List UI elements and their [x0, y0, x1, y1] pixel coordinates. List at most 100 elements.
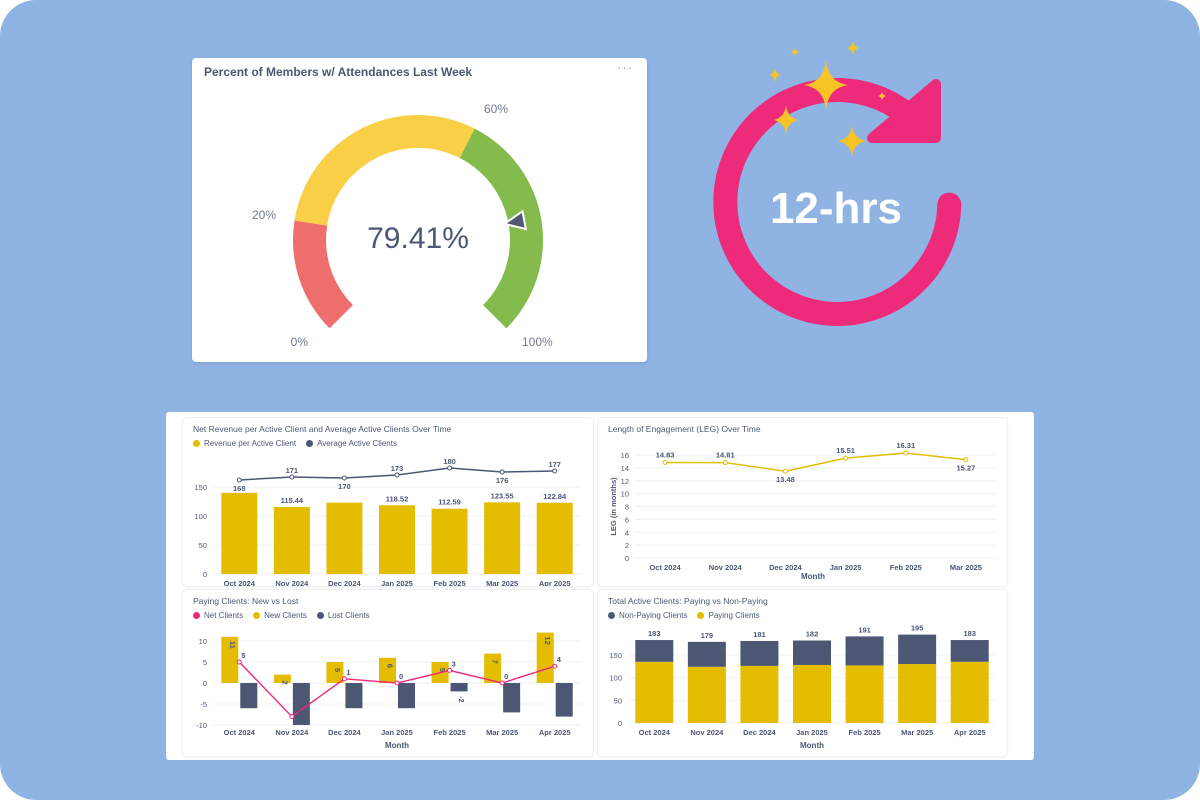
- legend-lost[interactable]: Lost Clients: [316, 611, 370, 620]
- lost-clients-bar: [240, 683, 258, 709]
- gauge-label-60: 60%: [484, 102, 508, 116]
- lost-clients-bar: [450, 683, 468, 692]
- y-tick-label: 10: [621, 490, 629, 499]
- net-clients-label: 0: [504, 672, 508, 681]
- clients-point: [499, 469, 505, 475]
- x-tick-label: Apr 2025: [539, 728, 571, 737]
- revenue-bar-label: 115.44: [281, 496, 304, 505]
- x-tick-label: Oct 2024: [639, 728, 671, 737]
- clients-point: [394, 472, 400, 478]
- x-tick-label: Dec 2024: [769, 563, 802, 572]
- clients-point: [289, 474, 295, 480]
- lost-clients-label: -2: [457, 696, 464, 702]
- lost-clients-bar: [503, 683, 521, 713]
- x-tick-label: Apr 2025: [954, 728, 986, 737]
- legend-new[interactable]: New Clients: [253, 611, 307, 620]
- refresh-icon: 12-hrs: [713, 41, 962, 326]
- y-tick-label: 5: [203, 658, 207, 667]
- paying-bar: [845, 665, 884, 723]
- y-tick-label: 150: [609, 651, 622, 660]
- nonpaying-bar: [950, 640, 989, 662]
- x-tick-label: Dec 2024: [743, 728, 776, 737]
- leg-point: [903, 450, 909, 456]
- x-axis-title: Month: [800, 741, 824, 750]
- gauge-title: Percent of Members w/ Attendances Last W…: [204, 65, 473, 79]
- nonpaying-bar: [740, 640, 779, 666]
- leg-point: [782, 468, 788, 474]
- legend-revenue[interactable]: Revenue per Active Client: [193, 439, 296, 448]
- leg-point: [843, 455, 849, 461]
- new-clients-bar: [273, 674, 291, 683]
- x-tick-label: Nov 2024: [690, 728, 724, 737]
- net-clients-label: 0: [399, 672, 403, 681]
- net-clients-point: [394, 680, 400, 686]
- leg-point-label: 13.48: [776, 475, 795, 484]
- revenue-bar-label: 118.52: [386, 494, 409, 503]
- y-tick-label: 2: [625, 541, 629, 550]
- y-tick-label: 0: [618, 719, 622, 728]
- leg-point: [963, 457, 969, 463]
- paying-legend: Net Clients New Clients Lost Clients: [193, 611, 370, 620]
- x-tick-label: Apr 2025: [539, 579, 571, 586]
- active-panel: Total Active Clients: Paying vs Non-Payi…: [598, 590, 1007, 756]
- x-tick-label: Mar 2025: [486, 579, 518, 586]
- y-axis-title: LEG (in months): [609, 477, 618, 536]
- legend-avg-clients[interactable]: Average Active Clients: [306, 439, 397, 448]
- revenue-bar: [484, 502, 521, 574]
- active-chart: 0 50 100 150 Month 183 Oct 2024 179 Nov 2024 181 D…: [609, 624, 996, 750]
- total-label: 191: [858, 625, 871, 634]
- leg-point: [722, 460, 728, 466]
- new-clients-label: 11: [228, 641, 237, 649]
- legend-paying[interactable]: Paying Clients: [697, 611, 760, 620]
- x-tick-label: Dec 2024: [328, 728, 361, 737]
- x-tick-label: Dec 2024: [328, 579, 361, 586]
- legend-nonpaying[interactable]: Non-Paying Clients: [608, 611, 687, 620]
- gauge-card: Percent of Members w/ Attendances Last W…: [192, 58, 647, 362]
- y-tick-label: 0: [625, 554, 629, 563]
- leg-point-label: 15.27: [957, 464, 976, 473]
- clients-point-label: 168: [233, 484, 246, 493]
- y-tick-label: 6: [625, 515, 629, 524]
- net-clients-point: [236, 659, 242, 665]
- leg-point-label: 14.83: [656, 451, 675, 460]
- revenue-bar-label: 123.55: [491, 491, 514, 500]
- gauge-label-100: 100%: [522, 335, 553, 349]
- y-tick-label: 14: [621, 464, 629, 473]
- revenue-bar-label: 112.59: [438, 498, 461, 507]
- x-tick-label: Nov 2024: [275, 579, 309, 586]
- x-tick-label: Mar 2025: [950, 563, 982, 572]
- revenue-title: Net Revenue per Active Client and Averag…: [193, 424, 452, 434]
- x-tick-label: Jan 2025: [796, 728, 828, 737]
- revenue-bar: [379, 505, 415, 574]
- y-tick-label: 4: [625, 528, 629, 537]
- paying-bar: [635, 661, 674, 723]
- paying-title: Paying Clients: New vs Lost: [193, 596, 299, 606]
- net-clients-point: [341, 676, 347, 682]
- paying-bar: [687, 666, 726, 723]
- net-clients-label: 5: [241, 651, 245, 660]
- net-clients-label: 4: [557, 655, 562, 664]
- net-clients-point: [499, 680, 505, 686]
- leg-title: Length of Engagement (LEG) Over Time: [608, 424, 761, 434]
- gauge-label-20: 20%: [252, 208, 276, 222]
- gauge-chart: 79.41% 0% 20% 60% 100%: [252, 102, 553, 349]
- new-clients-label: 7: [491, 660, 500, 664]
- clients-point-label: 170: [338, 482, 351, 491]
- y-tick-label: 150: [194, 483, 207, 492]
- x-tick-label: Nov 2024: [275, 728, 309, 737]
- x-tick-label: Oct 2024: [649, 563, 681, 572]
- gauge-segment-yellow: [294, 115, 475, 226]
- active-title: Total Active Clients: Paying vs Non-Payi…: [608, 596, 768, 606]
- net-clients-label: 1: [346, 668, 350, 677]
- legend-net[interactable]: Net Clients: [193, 611, 243, 620]
- y-tick-label: 16: [621, 451, 629, 460]
- nonpaying-bar: [687, 641, 726, 667]
- paying-bar: [793, 664, 831, 723]
- paying-bar: [740, 665, 779, 723]
- x-tick-label: Feb 2025: [849, 728, 881, 737]
- more-menu-icon[interactable]: ···: [617, 60, 633, 75]
- x-tick-label: Oct 2024: [224, 728, 256, 737]
- gauge-value: 79.41%: [367, 222, 469, 255]
- active-legend: Non-Paying Clients Paying Clients: [608, 611, 760, 620]
